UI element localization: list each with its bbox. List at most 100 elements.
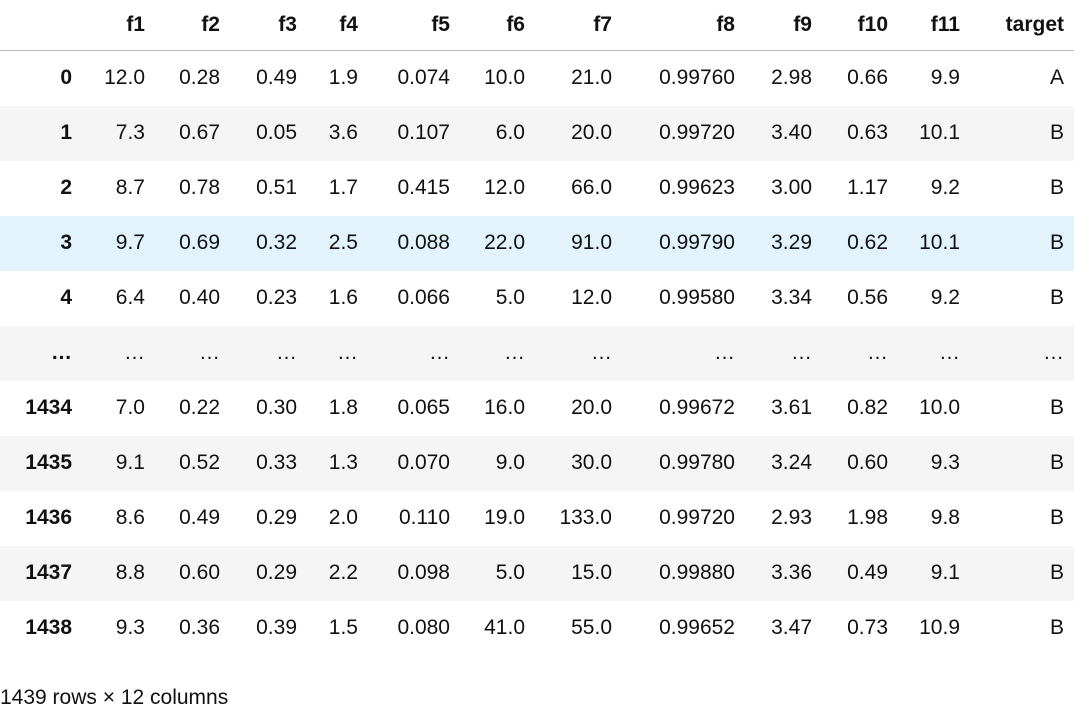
row: 1437 8.8 0.60 0.29 2.2 0.098 5.0 15.0 0.99880 3.3… xyxy=(0,545,1074,601)
column-header: f2 xyxy=(155,0,230,51)
cell: B xyxy=(1049,121,1064,144)
cell: 0.29 xyxy=(256,506,297,529)
cell: 0.080 xyxy=(397,616,450,639)
cell: 0.99623 xyxy=(659,176,735,199)
cell: … xyxy=(714,341,735,364)
cell: 8.7 xyxy=(115,176,145,199)
cell: 8.8 xyxy=(115,561,145,584)
cell: 0.088 xyxy=(397,231,450,254)
cell: 0.28 xyxy=(179,66,220,90)
row: 4 6.4 0.40 0.23 1.6 0.066 5.0 12.0 0.99580 3.34 0.… xyxy=(0,271,1074,326)
cell: 12.0 xyxy=(484,176,525,199)
cell: 0.52 xyxy=(179,451,220,474)
cell: 0.60 xyxy=(179,561,220,584)
row-index: 1434 xyxy=(25,396,72,419)
cell: 3.61 xyxy=(771,396,812,419)
body: 0 12.0 0.28 0.49 1.9 0.074 10.0 21.0 0.99760 2.98… xyxy=(0,51,1074,656)
cell: 10.0 xyxy=(484,66,525,90)
cell: 2.98 xyxy=(771,66,812,90)
cell: 1.3 xyxy=(328,451,358,474)
cell: 0.070 xyxy=(397,451,450,474)
cell: 5.0 xyxy=(495,286,525,309)
column-header: f8 xyxy=(622,0,745,51)
cell: 0.99790 xyxy=(659,231,735,254)
cell: 12.0 xyxy=(571,286,612,309)
column-header: f3 xyxy=(230,0,307,51)
cell: 6.0 xyxy=(495,121,525,144)
cell: 2.5 xyxy=(328,231,358,254)
cell: A xyxy=(1049,66,1064,90)
row-index: … xyxy=(51,341,72,364)
index-header xyxy=(0,0,82,51)
cell: 0.69 xyxy=(179,231,220,254)
cell: 3.00 xyxy=(771,176,812,199)
cell: B xyxy=(1049,231,1064,254)
row-index: 1435 xyxy=(25,451,72,474)
cell: 0.66 xyxy=(847,66,888,90)
column-header: f7 xyxy=(535,0,622,51)
header: f1 f2 f3 f4 f5 f6 f7 f8 f9 f10 f11 target xyxy=(0,0,1074,51)
row-index: 1437 xyxy=(25,561,72,584)
cell: 0.22 xyxy=(179,396,220,419)
cell: 0.99720 xyxy=(659,506,735,529)
cell: 0.49 xyxy=(256,66,297,90)
column-header: f11 xyxy=(898,0,970,51)
cell: 0.415 xyxy=(397,176,450,199)
cell: 0.05 xyxy=(256,121,297,144)
cell: 9.3 xyxy=(115,616,145,639)
cell: 3.47 xyxy=(771,616,812,639)
cell: 0.066 xyxy=(397,286,450,309)
row: 1438 9.3 0.36 0.39 1.5 0.080 41.0 55.0 0.99652 3.… xyxy=(0,601,1074,656)
cell: 1.7 xyxy=(328,176,358,199)
cell: 2.2 xyxy=(328,561,358,584)
column-header: f10 xyxy=(822,0,898,51)
cell: 9.1 xyxy=(115,451,145,474)
cell: … xyxy=(429,341,450,364)
row: 1 7.3 0.67 0.05 3.6 0.107 6.0 20.0 0.99720 3.40 0.… xyxy=(0,105,1074,161)
cell: … xyxy=(124,341,145,364)
row: 2 8.7 0.78 0.51 1.7 0.415 12.0 66.0 0.99623 3.00 1… xyxy=(0,161,1074,216)
cell: 15.0 xyxy=(571,561,612,584)
cell: … xyxy=(867,341,888,364)
cell: 10.0 xyxy=(919,396,960,419)
row: 1436 8.6 0.49 0.29 2.0 0.110 19.0 133.0 0.99720 2… xyxy=(0,491,1074,546)
cell: 0.107 xyxy=(397,121,450,144)
row-index: 0 xyxy=(60,66,72,90)
row-index: 1 xyxy=(60,121,72,144)
cell: … xyxy=(504,341,525,364)
cell: 0.73 xyxy=(847,616,888,639)
dataframe: f1 f2 f3 f4 f5 f6 f7 f8 f9 f10 f11 target 0 12.0 0.28… xyxy=(0,0,1074,656)
cell: 1.17 xyxy=(847,176,888,199)
cell: B xyxy=(1049,176,1064,199)
cell: 0.49 xyxy=(847,561,888,584)
cell: B xyxy=(1049,451,1064,474)
header-row: f1 f2 f3 f4 f5 f6 f7 f8 f9 f10 f11 target xyxy=(0,0,1074,51)
cell: 0.99652 xyxy=(659,616,735,639)
cell: B xyxy=(1049,616,1064,639)
cell: 16.0 xyxy=(484,396,525,419)
cell: … xyxy=(199,341,220,364)
row: 3 9.7 0.69 0.32 2.5 0.088 22.0 91.0 0.99790 3.29 0… xyxy=(0,215,1074,271)
cell: 1.9 xyxy=(328,66,358,90)
cell: … xyxy=(1043,341,1064,364)
cell: 55.0 xyxy=(571,616,612,639)
cell: 19.0 xyxy=(484,506,525,529)
cell: B xyxy=(1049,396,1064,419)
footer: 1439 rows × 12 columns xyxy=(0,686,229,709)
cell: 0.49 xyxy=(179,506,220,529)
cell: 0.065 xyxy=(397,396,450,419)
cell: 10.9 xyxy=(919,616,960,639)
cell: 20.0 xyxy=(571,396,612,419)
cell: 0.82 xyxy=(847,396,888,419)
cell: 41.0 xyxy=(484,616,525,639)
cell: 0.56 xyxy=(847,286,888,309)
cell: … xyxy=(591,341,612,364)
cell: 0.99880 xyxy=(659,561,735,584)
cell: 0.074 xyxy=(397,66,450,90)
cell: 0.098 xyxy=(397,561,450,584)
row: 1435 9.1 0.52 0.33 1.3 0.070 9.0 30.0 0.99780 3.2… xyxy=(0,435,1074,491)
cell: 0.99580 xyxy=(659,286,735,309)
cell: 0.78 xyxy=(179,176,220,199)
cell: 9.9 xyxy=(930,66,960,90)
cell: … xyxy=(276,341,297,364)
